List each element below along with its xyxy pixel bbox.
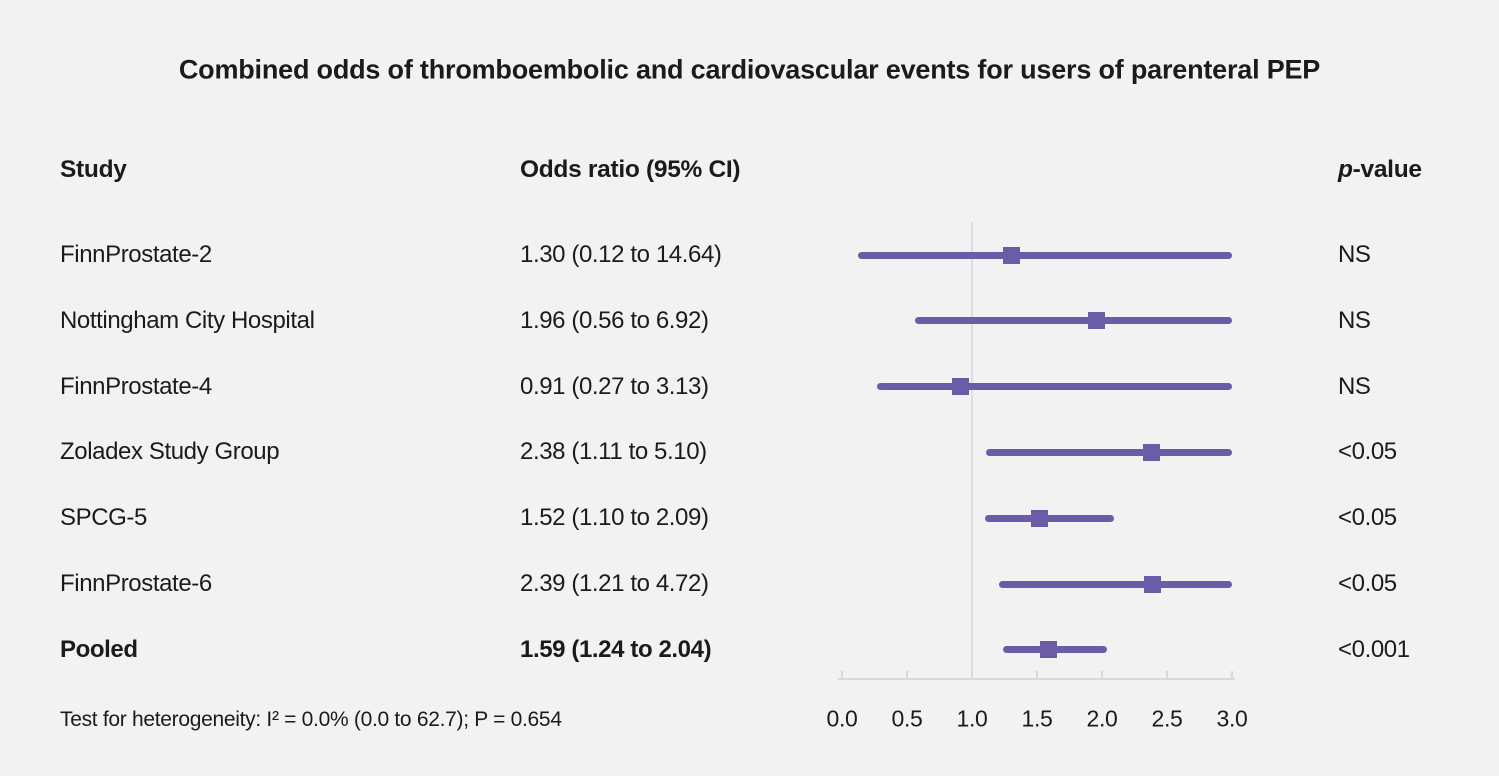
- study-label: Pooled: [60, 635, 138, 663]
- column-header-p-value: p-value: [1338, 156, 1422, 184]
- p-value-label: NS: [1338, 306, 1371, 334]
- x-tick-label: 0.5: [891, 705, 923, 732]
- odds-ratio-label: 1.52 (1.10 to 2.09): [520, 504, 709, 532]
- or-marker: [1040, 641, 1058, 659]
- p-value-suffix: -value: [1352, 156, 1422, 183]
- p-value-italic-p: p: [1338, 156, 1353, 183]
- odds-ratio-label: 1.59 (1.24 to 2.04): [520, 635, 712, 663]
- x-axis-tick: [971, 671, 973, 678]
- x-tick-label: 1.0: [956, 705, 988, 732]
- ci-line: [877, 383, 1232, 391]
- x-axis-tick: [1036, 671, 1038, 678]
- x-tick-label: 2.5: [1151, 705, 1183, 732]
- p-value-label: NS: [1338, 241, 1371, 268]
- p-value-label: <0.05: [1338, 504, 1397, 532]
- p-value-label: <0.001: [1338, 635, 1410, 663]
- p-value-label: NS: [1338, 372, 1371, 400]
- p-value-label: <0.05: [1338, 570, 1397, 598]
- x-axis-tick: [1231, 671, 1233, 678]
- ci-line: [857, 251, 1232, 259]
- odds-ratio-label: 1.96 (0.56 to 6.92): [520, 306, 709, 334]
- p-value-label: <0.05: [1338, 438, 1397, 466]
- or-marker: [1031, 509, 1049, 527]
- ci-line: [986, 448, 1232, 456]
- x-tick-label: 2.0: [1086, 705, 1118, 732]
- study-label: FinnProstate-6: [60, 570, 212, 598]
- study-label: FinnProstate-2: [60, 241, 212, 268]
- study-label: Zoladex Study Group: [60, 438, 280, 466]
- x-axis-tick: [1101, 671, 1103, 678]
- reference-line: [971, 222, 973, 678]
- x-tick-label: 0.0: [826, 705, 858, 732]
- odds-ratio-label: 2.39 (1.21 to 4.72): [520, 570, 709, 598]
- ci-line: [985, 514, 1114, 522]
- x-axis-line: [838, 678, 1235, 680]
- ci-line: [914, 317, 1232, 325]
- or-marker: [951, 378, 969, 396]
- or-marker: [1142, 443, 1160, 461]
- ci-line: [999, 580, 1232, 588]
- study-label: Nottingham City Hospital: [60, 306, 315, 334]
- chart-title: Combined odds of thromboembolic and card…: [178, 54, 1321, 85]
- or-marker: [1144, 575, 1162, 593]
- x-tick-label: 1.5: [1021, 705, 1053, 732]
- or-marker: [1088, 312, 1106, 330]
- odds-ratio-label: 0.91 (0.27 to 3.13): [520, 372, 709, 400]
- x-axis-tick: [1166, 671, 1168, 678]
- column-header-study: Study: [60, 156, 127, 183]
- heterogeneity-note: Test for heterogeneity: I² = 0.0% (0.0 t…: [60, 708, 562, 731]
- or-marker: [1002, 246, 1020, 264]
- odds-ratio-label: 2.38 (1.11 to 5.10): [520, 438, 707, 466]
- column-header-odds-ratio: Odds ratio (95% CI): [520, 156, 741, 183]
- x-tick-label: 3.0: [1216, 705, 1248, 732]
- study-label: FinnProstate-4: [60, 372, 212, 400]
- x-axis-tick: [906, 671, 908, 678]
- x-axis-tick: [841, 671, 843, 678]
- study-label: SPCG-5: [60, 504, 147, 532]
- odds-ratio-label: 1.30 (0.12 to 14.64): [520, 241, 722, 268]
